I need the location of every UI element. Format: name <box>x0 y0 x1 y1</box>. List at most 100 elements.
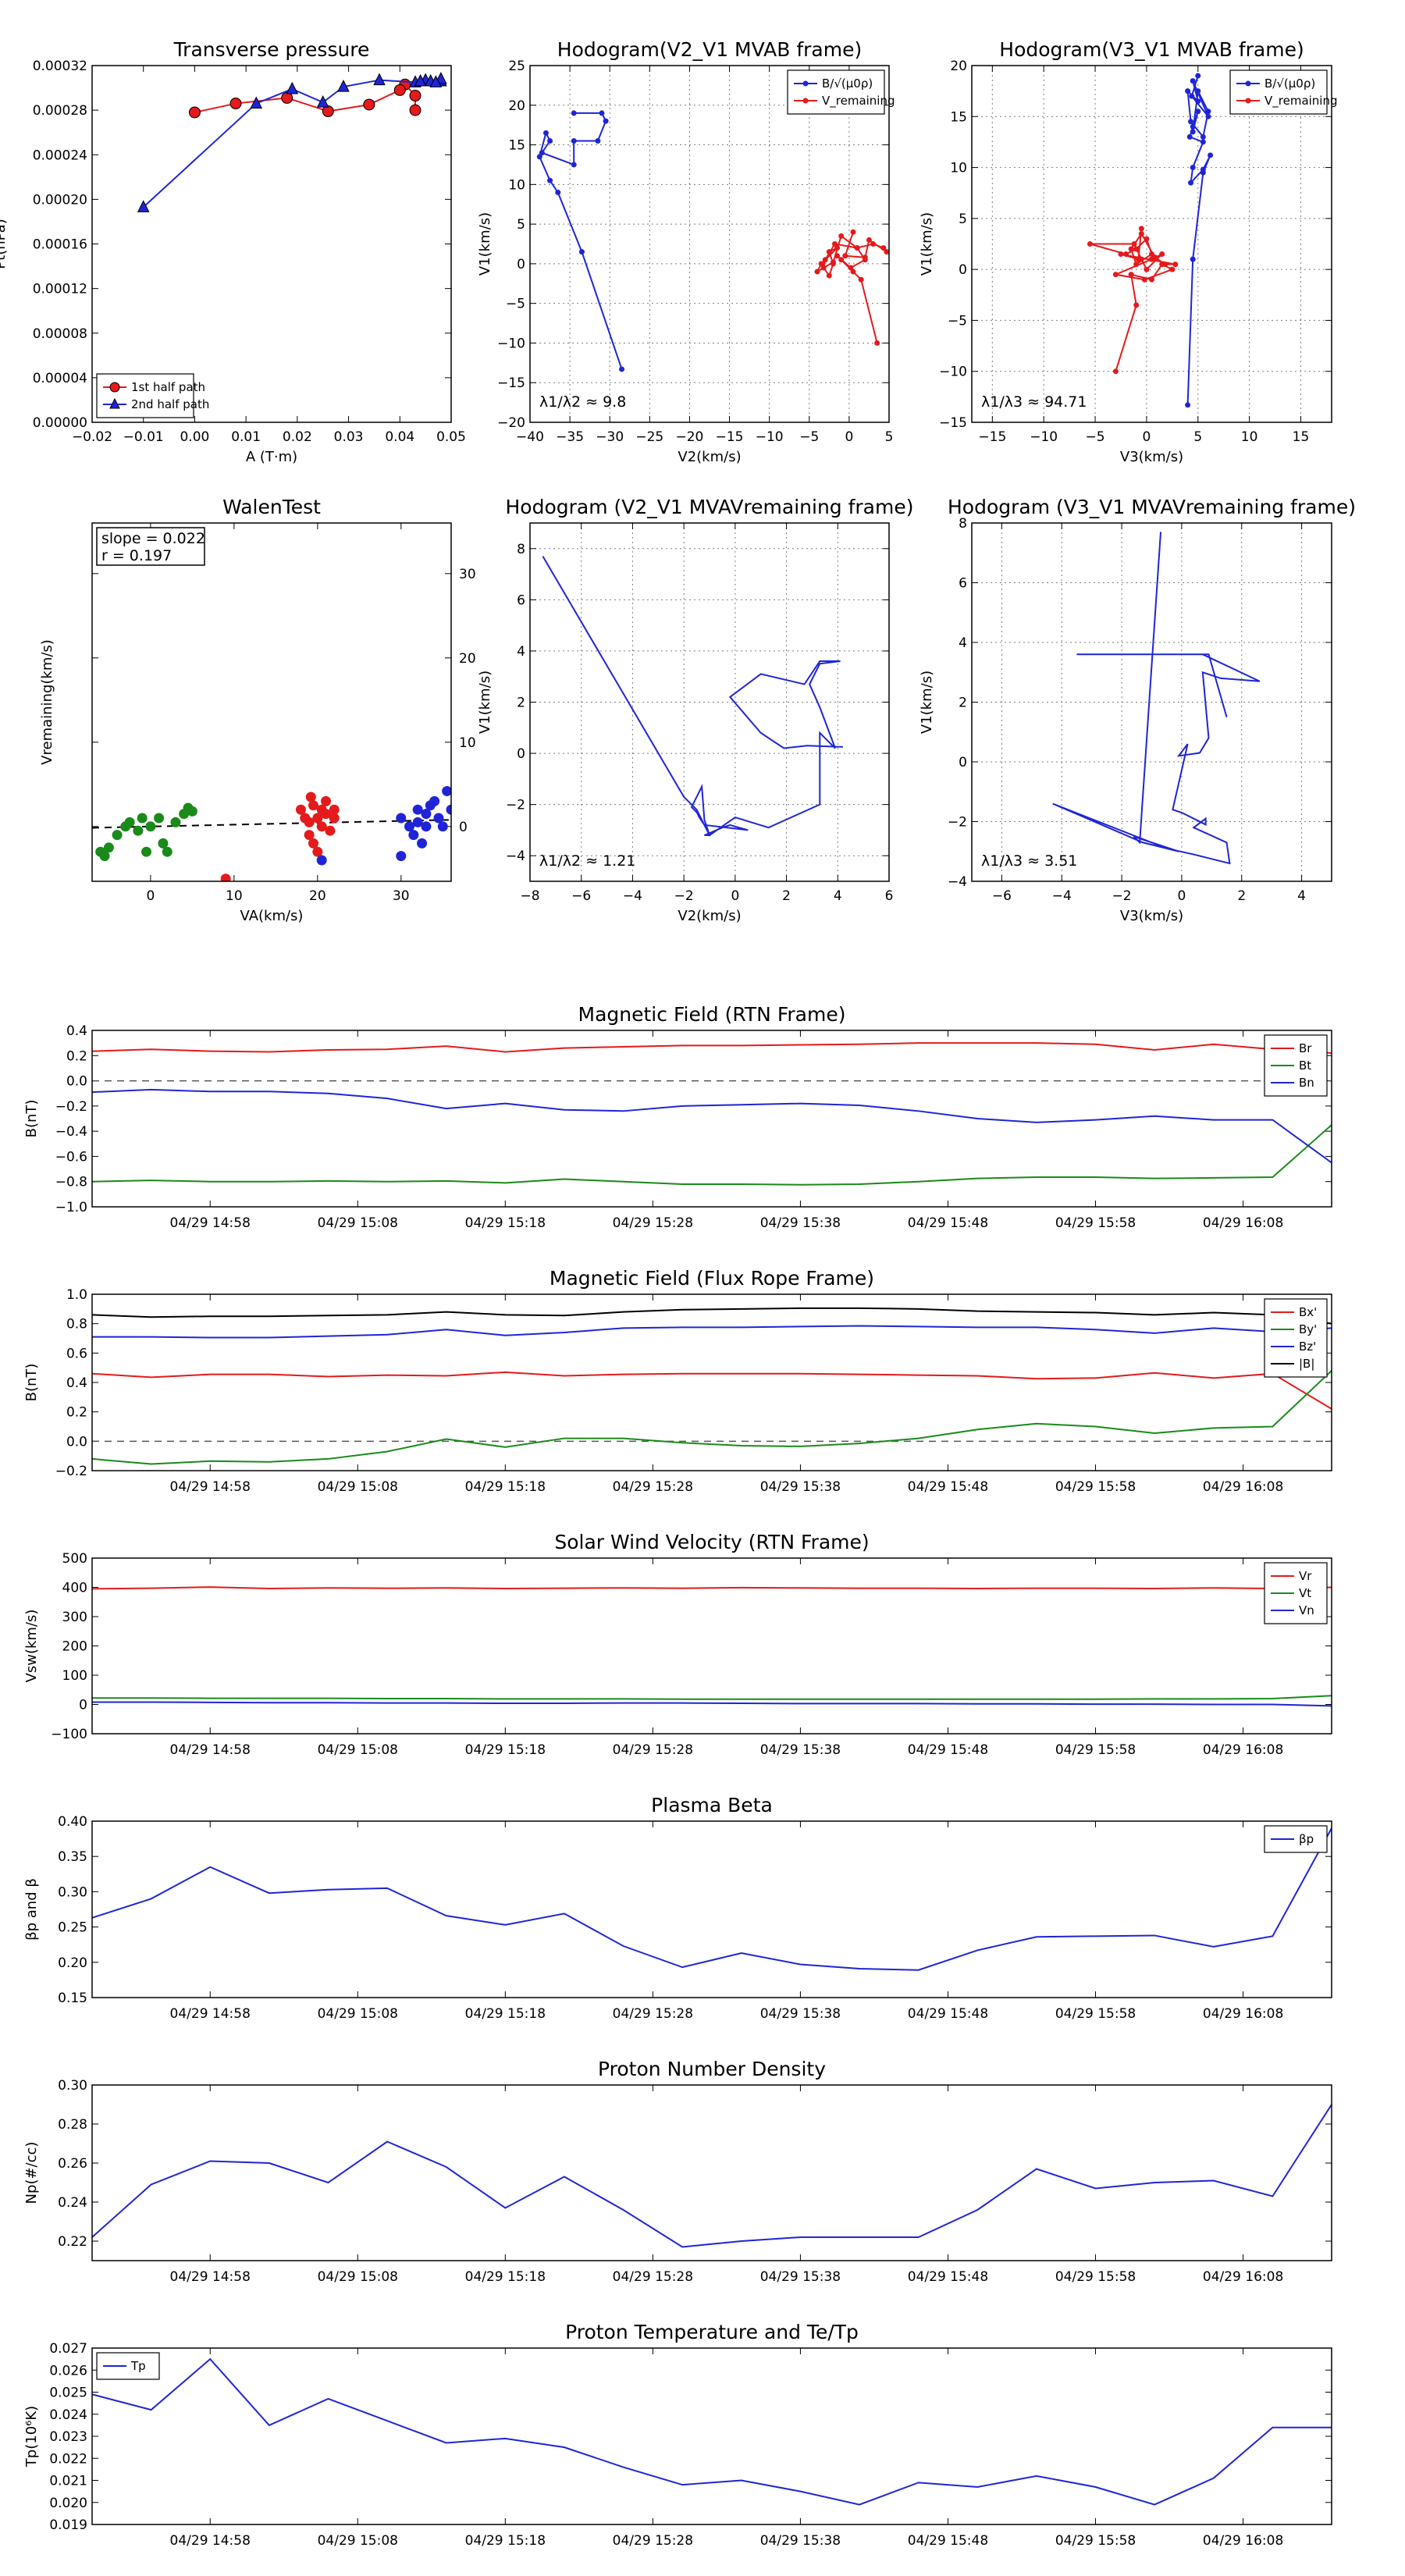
y-tick-label: 25 <box>508 59 525 74</box>
series-line <box>92 1371 1332 1410</box>
x-axis: 0 10 20 30 <box>146 523 410 904</box>
y-tick-label: 0.2 <box>66 1048 87 1064</box>
legend-label: 2nd half path <box>131 397 209 411</box>
series-by- <box>92 1370 1332 1465</box>
x-tick-label: 04/29 15:28 <box>613 1479 693 1495</box>
x-tick-label: 04/29 15:08 <box>318 2006 398 2022</box>
chart-solar-wind-velocity: Solar Wind Velocity (RTN Frame) 04/29 14:… <box>23 1531 1332 1758</box>
data-point <box>363 98 375 111</box>
x-axis-label: V3(km/s) <box>1120 449 1183 465</box>
plot-frame <box>91 2084 1332 2261</box>
data-point <box>820 265 827 271</box>
y-tick-label: 200 <box>62 1639 87 1655</box>
data-point <box>1190 165 1196 171</box>
x-tick-label: −25 <box>635 429 663 445</box>
x-tick-label: −2 <box>674 888 694 904</box>
x-tick-label: 04/29 15:08 <box>318 2269 398 2285</box>
data-point <box>124 817 135 827</box>
y-tick-label: −4 <box>948 874 967 890</box>
data-point <box>137 813 148 824</box>
x-tick-label: 4 <box>1297 888 1306 904</box>
data-point <box>1128 272 1134 278</box>
y-tick-label: 30 <box>459 567 476 582</box>
x-tick-label: 04/29 15:48 <box>908 1479 988 1495</box>
chart-hodogram-v2-v1-mvav: Hodogram (V2_V1 MVAVremaining frame) −8 −6… <box>477 496 914 924</box>
y-tick-label: −15 <box>939 415 967 431</box>
legend-label: 1st half path <box>131 380 205 394</box>
series-tp <box>92 2357 1332 2506</box>
x-tick-label: 15 <box>1293 429 1310 445</box>
y-tick-label: 0.4 <box>66 1375 87 1391</box>
data-point <box>854 245 860 251</box>
x-tick-label: 04/29 15:18 <box>465 1479 546 1495</box>
legend-marker <box>1245 98 1251 104</box>
data-point <box>850 229 856 235</box>
x-tick-label: 0.05 <box>436 429 466 445</box>
y-tick-label: 0.00024 <box>33 148 87 163</box>
y-tick-label: 20 <box>950 59 967 74</box>
data-point <box>838 233 845 239</box>
x-tick-label: 04/29 15:28 <box>613 2533 693 2549</box>
legend-label: By' <box>1299 1322 1317 1336</box>
y-axis: −20 −15 −10 −5 0 5 10 15 20 25 <box>497 59 889 431</box>
plot-frame <box>91 1293 1332 1471</box>
y-tick-label: 0.25 <box>58 1920 87 1936</box>
chart-hodogram-v3-v1-mvav: Hodogram (V3_V1 MVAVremaining frame)−6 −4… <box>919 496 1356 924</box>
x-tick-label: 04/29 14:58 <box>170 1742 251 1758</box>
legend-box <box>787 69 885 115</box>
data-point <box>578 249 585 255</box>
y-tick-label: −15 <box>497 375 525 391</box>
y-tick-label: −0.8 <box>55 1175 87 1190</box>
data-point <box>308 838 318 849</box>
data-point <box>187 806 197 817</box>
data-point <box>286 81 299 94</box>
x-tick-label: 04/29 15:28 <box>613 2006 693 2022</box>
data-point <box>1118 251 1124 258</box>
y-axis-label: V1(km/s) <box>919 671 935 734</box>
x-tick-label: 0 <box>1178 888 1186 904</box>
x-axis-label: A (T·m) <box>246 449 297 465</box>
legend-marker <box>802 80 809 87</box>
data-point <box>321 795 332 806</box>
legend-label: B/√(μ0ρ) <box>822 76 873 91</box>
chart-title: Magnetic Field (Flux Rope Frame) <box>550 1267 874 1290</box>
chart-title: Proton Temperature and Te/Tp <box>565 2321 859 2343</box>
series-2 <box>316 785 451 866</box>
x-tick-label: 04/29 15:38 <box>760 1215 841 1231</box>
y-tick-label: 0.30 <box>58 1884 87 1900</box>
chart-magnetic-field-rtn: Magnetic Field (RTN Frame)04/29 14:58 04/… <box>23 1003 1332 1231</box>
legend-label: Tp <box>130 2359 146 2373</box>
y-tick-label: 6 <box>517 592 525 608</box>
series-line <box>92 1701 1332 1707</box>
series-bn <box>92 1088 1332 1164</box>
data-point <box>536 154 542 160</box>
plot-frame <box>91 522 452 882</box>
x-tick-label: 04/29 15:28 <box>613 1215 693 1231</box>
plot-area <box>92 2104 1332 2248</box>
x-tick-label: 04/29 16:08 <box>1203 1215 1283 1231</box>
data-point <box>1149 276 1154 283</box>
y-tick-label: 0.40 <box>58 1814 87 1830</box>
series-line <box>92 1307 1332 1325</box>
y-tick-label: 0.00000 <box>33 415 87 431</box>
data-point <box>1133 302 1140 308</box>
x-tick-label: 4 <box>834 888 842 904</box>
y-tick-label: −0.4 <box>55 1124 87 1140</box>
data-point <box>555 189 561 195</box>
y-tick-label: 100 <box>62 1668 87 1684</box>
data-point <box>831 241 838 247</box>
x-tick-label: −4 <box>1052 888 1072 904</box>
y-tick-label: 0.00008 <box>33 326 87 342</box>
data-point <box>1112 272 1119 278</box>
x-axis: 04/29 14:58 04/29 15:08 04/29 15:18 04/29 1… <box>170 2085 1283 2285</box>
data-point <box>834 253 841 259</box>
x-tick-label: 20 <box>309 888 326 904</box>
y-tick-label: 500 <box>62 1551 87 1567</box>
y-tick-label: 10 <box>950 161 967 176</box>
x-tick-label: 04/29 15:48 <box>908 2006 988 2022</box>
y-tick-label: −20 <box>497 415 525 431</box>
y-tick-label: 10 <box>508 177 525 193</box>
legend-marker <box>802 98 809 104</box>
y-tick-label: 20 <box>508 98 525 114</box>
x-tick-label: −2 <box>1112 888 1132 904</box>
